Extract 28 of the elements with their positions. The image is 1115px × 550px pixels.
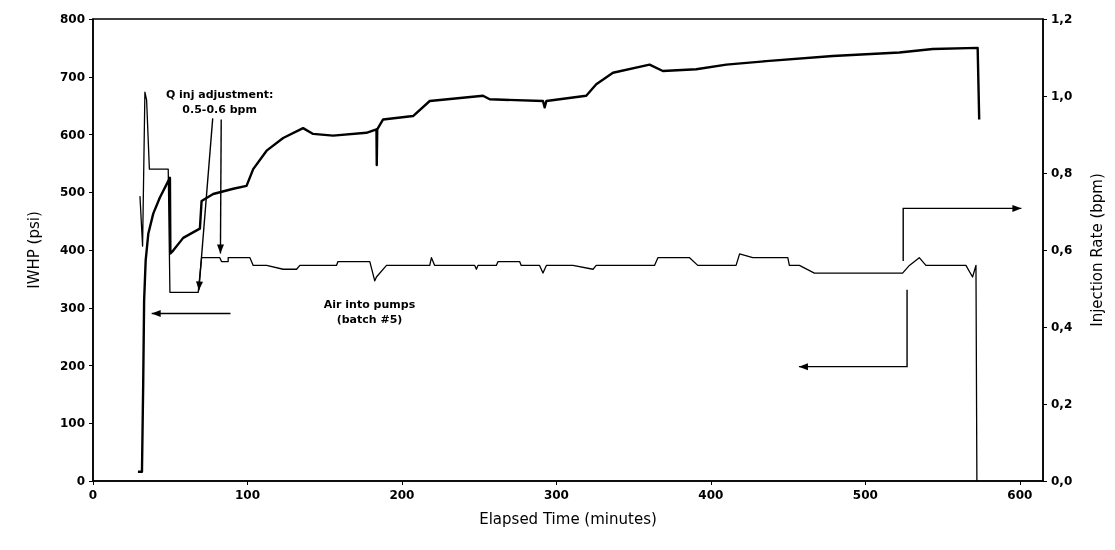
annotation: Q inj adjustment: 0.5-0.6 bpm <box>165 87 274 118</box>
y2-axis-title: Injection Rate (bpm) <box>1087 173 1106 327</box>
x-tick-label: 600 <box>1007 488 1033 502</box>
y2-tick-label: 0,8 <box>1051 166 1073 180</box>
y-tick-label: 400 <box>59 243 85 257</box>
y-tick-label: 100 <box>59 416 85 431</box>
x-tick-label: 500 <box>852 488 878 502</box>
x-tick-label: 400 <box>698 488 724 502</box>
y-tick-label: 700 <box>59 69 85 84</box>
y2-tick-label: 0,4 <box>1051 320 1073 334</box>
y2-tick-label: 1,2 <box>1051 12 1073 26</box>
y-tick-label: 800 <box>59 12 85 26</box>
y2-tick-label: 0,6 <box>1051 243 1073 257</box>
y-tick-label: 200 <box>59 358 85 373</box>
y2-tick-label: 0,2 <box>1051 397 1073 411</box>
y-tick-label: 600 <box>59 127 85 142</box>
y-tick-label: 300 <box>59 300 85 315</box>
x-tick-label: 200 <box>389 488 415 502</box>
y-axis-title: IWHP (psi) <box>24 211 43 289</box>
y2-tick-label: 0,0 <box>1051 474 1073 488</box>
y2-tick-label: 1,0 <box>1051 89 1073 103</box>
x-axis-title: Elapsed Time (minutes) <box>479 509 657 528</box>
y-tick-label: 500 <box>59 185 85 200</box>
annotation: Air into pumps (batch #5) <box>323 297 416 328</box>
x-tick-label: 300 <box>543 488 569 502</box>
y-tick-label: 0 <box>76 474 85 488</box>
x-tick-label: 0 <box>88 488 98 502</box>
x-tick-label: 100 <box>234 488 260 502</box>
